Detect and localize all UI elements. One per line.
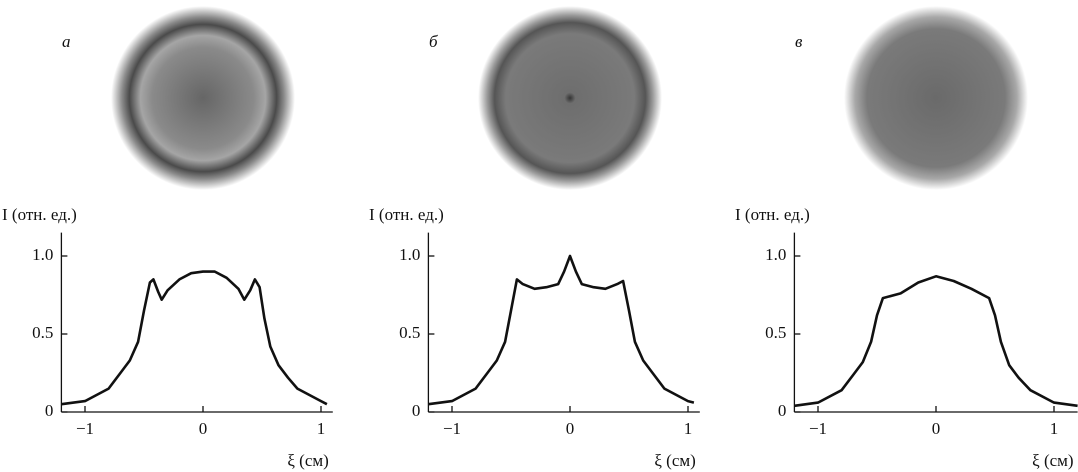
- x-axis-label: ξ (см): [654, 451, 695, 470]
- x-tick-label: −1: [76, 419, 94, 438]
- y-tick-label: 0.5: [399, 323, 420, 342]
- x-tick-label: −1: [809, 419, 827, 438]
- y-axis-label: I (отн. ед.): [2, 205, 77, 224]
- y-axis-label: I (отн. ед.): [369, 205, 444, 224]
- x-axis-label: ξ (см): [287, 451, 328, 470]
- x-tick-label: 1: [1050, 419, 1059, 438]
- panel-label: в: [795, 32, 803, 51]
- beam-image: [844, 6, 1028, 190]
- x-tick-label: 0: [932, 419, 941, 438]
- beam-image: [478, 6, 662, 190]
- beam-image: [111, 6, 295, 190]
- x-tick-label: 1: [684, 419, 693, 438]
- x-tick-label: 0: [566, 419, 575, 438]
- y-tick-label: 0.5: [765, 323, 786, 342]
- y-tick-label: 0: [412, 401, 421, 420]
- x-tick-label: 1: [317, 419, 326, 438]
- y-tick-label: 0: [45, 401, 54, 420]
- y-tick-label: 1.0: [399, 245, 420, 264]
- x-axis-label: ξ (см): [1032, 451, 1073, 470]
- y-tick-label: 1.0: [32, 245, 53, 264]
- profile-line: [794, 275, 1078, 408]
- y-axis-label: I (отн. ед.): [735, 205, 810, 224]
- y-tick-label: 1.0: [765, 245, 786, 264]
- profile-line: [428, 254, 695, 406]
- profile-line: [61, 270, 328, 406]
- panel-label: а: [62, 32, 71, 51]
- panel-label: б: [429, 32, 438, 51]
- y-tick-label: 0: [778, 401, 787, 420]
- x-tick-label: −1: [443, 419, 461, 438]
- y-tick-label: 0.5: [32, 323, 53, 342]
- x-tick-label: 0: [199, 419, 208, 438]
